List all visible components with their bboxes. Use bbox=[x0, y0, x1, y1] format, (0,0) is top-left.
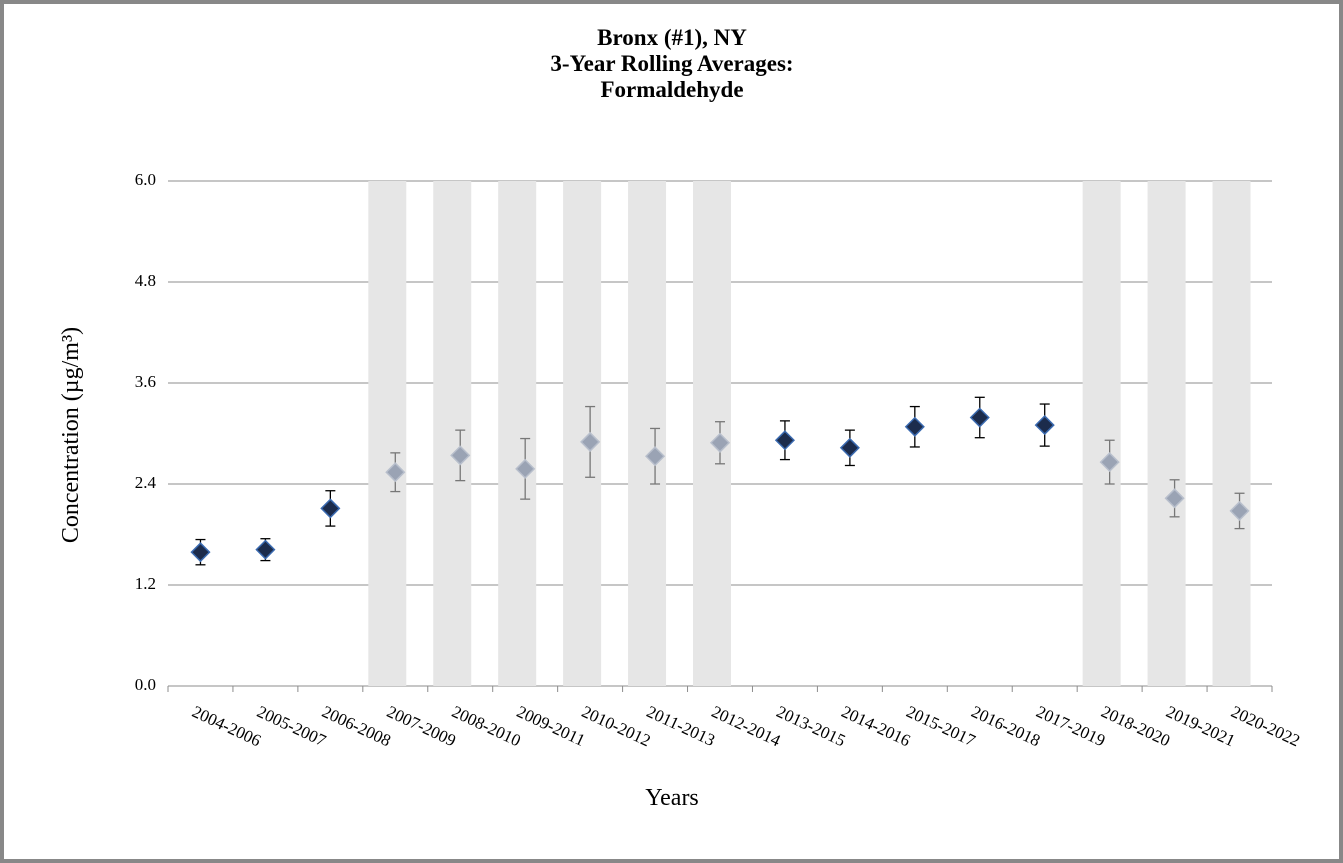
data-point bbox=[320, 498, 341, 519]
data-point bbox=[255, 539, 276, 560]
data-point bbox=[969, 407, 990, 428]
shade-band bbox=[498, 181, 537, 686]
shade-band bbox=[563, 181, 602, 686]
data-point bbox=[580, 431, 601, 452]
data-point bbox=[839, 437, 860, 458]
y-tick-label: 4.8 bbox=[135, 271, 156, 290]
data-point bbox=[1164, 488, 1185, 509]
y-tick-label: 3.6 bbox=[135, 372, 156, 391]
x-axis-title: Years bbox=[645, 785, 699, 811]
chart-title: 3-Year Rolling Averages: bbox=[550, 51, 793, 76]
data-point bbox=[1229, 500, 1250, 521]
data-point bbox=[450, 445, 471, 466]
y-tick-label: 2.4 bbox=[135, 473, 157, 492]
y-tick-label: 6.0 bbox=[135, 170, 156, 189]
shade-band bbox=[368, 181, 407, 686]
y-axis-title: Concentration (µg/m³) bbox=[58, 327, 84, 543]
shade-band bbox=[1212, 181, 1251, 686]
data-point bbox=[190, 542, 211, 563]
y-tick-label: 1.2 bbox=[135, 574, 156, 593]
data-point bbox=[904, 416, 925, 437]
shade-band bbox=[433, 181, 472, 686]
data-point bbox=[385, 462, 406, 483]
y-tick-label: 0.0 bbox=[135, 675, 156, 694]
data-point bbox=[774, 430, 796, 451]
chart-title: Formaldehyde bbox=[600, 77, 743, 102]
chart-title: Bronx (#1), NY bbox=[597, 25, 747, 50]
data-point bbox=[515, 458, 536, 479]
data-point bbox=[709, 432, 731, 453]
shade-band bbox=[1147, 181, 1186, 686]
data-point bbox=[1099, 452, 1120, 473]
shade-band bbox=[628, 181, 667, 686]
shade-band bbox=[693, 181, 731, 686]
data-point bbox=[644, 446, 666, 467]
shade-band bbox=[1082, 181, 1121, 686]
data-point bbox=[1034, 415, 1055, 436]
